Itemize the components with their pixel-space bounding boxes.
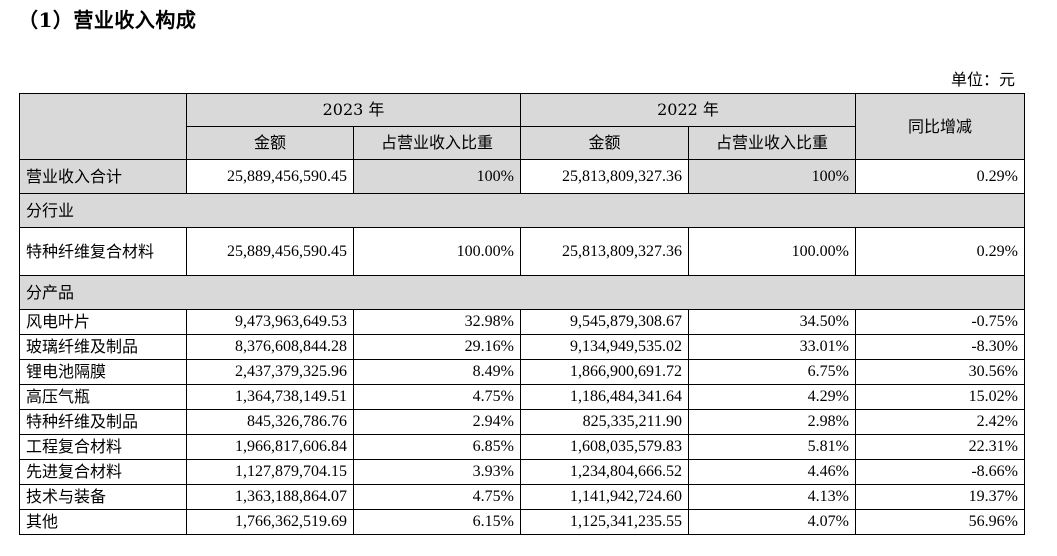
- header-row-years: 2023 年 2022 年 同比增减: [19, 93, 1025, 160]
- row-amount-2022: 1,141,942,724.60: [520, 484, 689, 510]
- row-ratio-2022: 33.01%: [688, 334, 856, 360]
- row-ratio-2023: 8.49%: [353, 359, 521, 385]
- row-yoy: 22.31%: [855, 434, 1025, 460]
- row-ratio-2023: 32.98%: [353, 309, 521, 335]
- row-ratio-2023: 6.15%: [353, 509, 521, 535]
- table-row: 其他 1,766,362,519.69 6.15% 1,125,341,235.…: [19, 509, 1025, 535]
- row-amount-2022: 1,186,484,341.64: [520, 384, 689, 410]
- row-amount-2022: 9,545,879,308.67: [520, 309, 689, 335]
- row-amount-2022: 1,866,900,691.72: [520, 359, 689, 385]
- row-amount-2022: 25,813,809,327.36: [520, 227, 689, 276]
- row-amount-2023: 2,437,379,325.96: [186, 359, 354, 385]
- total-amount-2023: 25,889,456,590.45: [186, 159, 354, 194]
- row-yoy: 2.42%: [855, 409, 1025, 435]
- header-year-2023: 2023 年: [186, 93, 521, 127]
- row-label: 玻璃纤维及制品: [19, 334, 187, 360]
- table-row: 技术与装备 1,363,188,864.07 4.75% 1,141,942,7…: [19, 484, 1025, 510]
- total-yoy: 0.29%: [855, 159, 1025, 194]
- row-amount-2022: 1,125,341,235.55: [520, 509, 689, 535]
- table-row: 先进复合材料 1,127,879,704.15 3.93% 1,234,804,…: [19, 459, 1025, 485]
- row-ratio-2023: 2.94%: [353, 409, 521, 435]
- row-ratio-2022: 5.81%: [688, 434, 856, 460]
- section-label-industry: 分行业: [19, 193, 1025, 228]
- row-label: 先进复合材料: [19, 459, 187, 485]
- table-row: 风电叶片 9,473,963,649.53 32.98% 9,545,879,3…: [19, 309, 1025, 335]
- row-amount-2023: 1,363,188,864.07: [186, 484, 354, 510]
- total-ratio-2022: 100%: [688, 159, 856, 194]
- header-yoy: 同比增减: [855, 93, 1025, 160]
- row-yoy: 15.02%: [855, 384, 1025, 410]
- row-amount-2023: 25,889,456,590.45: [186, 227, 354, 276]
- table-body: 2023 年 2022 年 同比增减 金额 占营业收入比重 金额 占营业收入比重…: [19, 93, 1025, 535]
- row-yoy: 56.96%: [855, 509, 1025, 535]
- header-ratio-2022: 占营业收入比重: [688, 126, 856, 160]
- section-label-product: 分产品: [19, 275, 1025, 310]
- row-label: 其他: [19, 509, 187, 535]
- row-ratio-2023: 6.85%: [353, 434, 521, 460]
- section-row-product: 分产品: [19, 275, 1025, 310]
- row-amount-2022: 9,134,949,535.02: [520, 334, 689, 360]
- row-ratio-2022: 6.75%: [688, 359, 856, 385]
- row-ratio-2023: 3.93%: [353, 459, 521, 485]
- row-label: 工程复合材料: [19, 434, 187, 460]
- row-ratio-2023: 29.16%: [353, 334, 521, 360]
- total-amount-2022: 25,813,809,327.36: [520, 159, 689, 194]
- row-yoy: 19.37%: [855, 484, 1025, 510]
- row-amount-2023: 8,376,608,844.28: [186, 334, 354, 360]
- table-row: 玻璃纤维及制品 8,376,608,844.28 29.16% 9,134,94…: [19, 334, 1025, 360]
- row-ratio-2023: 4.75%: [353, 384, 521, 410]
- total-row: 营业收入合计 25,889,456,590.45 100% 25,813,809…: [19, 159, 1025, 194]
- header-row-columns: 金额 占营业收入比重 金额 占营业收入比重: [20, 126, 1025, 160]
- header-ratio-2023: 占营业收入比重: [353, 126, 521, 160]
- row-yoy: 30.56%: [855, 359, 1025, 385]
- table-row: 特种纤维复合材料 25,889,456,590.45 100.00% 25,81…: [19, 227, 1025, 276]
- row-amount-2023: 845,326,786.76: [186, 409, 354, 435]
- row-label: 锂电池隔膜: [19, 359, 187, 385]
- row-label: 特种纤维及制品: [19, 409, 187, 435]
- row-amount-2023: 1,766,362,519.69: [186, 509, 354, 535]
- row-yoy: 0.29%: [855, 227, 1025, 276]
- table-row: 高压气瓶 1,364,738,149.51 4.75% 1,186,484,34…: [19, 384, 1025, 410]
- row-label: 技术与装备: [19, 484, 187, 510]
- row-amount-2022: 825,335,211.90: [520, 409, 689, 435]
- table-row: 特种纤维及制品 845,326,786.76 2.94% 825,335,211…: [19, 409, 1025, 435]
- row-amount-2023: 9,473,963,649.53: [186, 309, 354, 335]
- row-ratio-2022: 4.07%: [688, 509, 856, 535]
- row-label: 特种纤维复合材料: [19, 227, 187, 276]
- row-ratio-2023: 4.75%: [353, 484, 521, 510]
- header-blank-cell: [19, 93, 187, 160]
- header-amount-2023: 金额: [186, 126, 354, 160]
- section-title: （1）营业收入构成: [18, 8, 197, 32]
- row-label: 风电叶片: [19, 309, 187, 335]
- table-row: 工程复合材料 1,966,817,606.84 6.85% 1,608,035,…: [19, 434, 1025, 460]
- row-amount-2022: 1,234,804,666.52: [520, 459, 689, 485]
- revenue-composition-table: 2023 年 2022 年 同比增减 金额 占营业收入比重 金额 占营业收入比重…: [19, 93, 1025, 535]
- row-amount-2023: 1,127,879,704.15: [186, 459, 354, 485]
- row-ratio-2022: 4.46%: [688, 459, 856, 485]
- header-amount-2022: 金额: [520, 126, 689, 160]
- row-yoy: -0.75%: [855, 309, 1025, 335]
- row-ratio-2022: 4.29%: [688, 384, 856, 410]
- header-year-2022: 2022 年: [520, 93, 856, 127]
- row-yoy: -8.66%: [855, 459, 1025, 485]
- row-amount-2022: 1,608,035,579.83: [520, 434, 689, 460]
- row-ratio-2022: 34.50%: [688, 309, 856, 335]
- row-amount-2023: 1,966,817,606.84: [186, 434, 354, 460]
- row-ratio-2023: 100.00%: [353, 227, 521, 276]
- unit-label: 单位：元: [950, 70, 1015, 89]
- row-amount-2023: 1,364,738,149.51: [186, 384, 354, 410]
- table-row: 锂电池隔膜 2,437,379,325.96 8.49% 1,866,900,6…: [19, 359, 1025, 385]
- total-ratio-2023: 100%: [353, 159, 521, 194]
- row-yoy: -8.30%: [855, 334, 1025, 360]
- total-label: 营业收入合计: [19, 159, 187, 194]
- row-ratio-2022: 2.98%: [688, 409, 856, 435]
- row-label: 高压气瓶: [19, 384, 187, 410]
- row-ratio-2022: 100.00%: [688, 227, 856, 276]
- section-row-industry: 分行业: [19, 193, 1025, 228]
- row-ratio-2022: 4.13%: [688, 484, 856, 510]
